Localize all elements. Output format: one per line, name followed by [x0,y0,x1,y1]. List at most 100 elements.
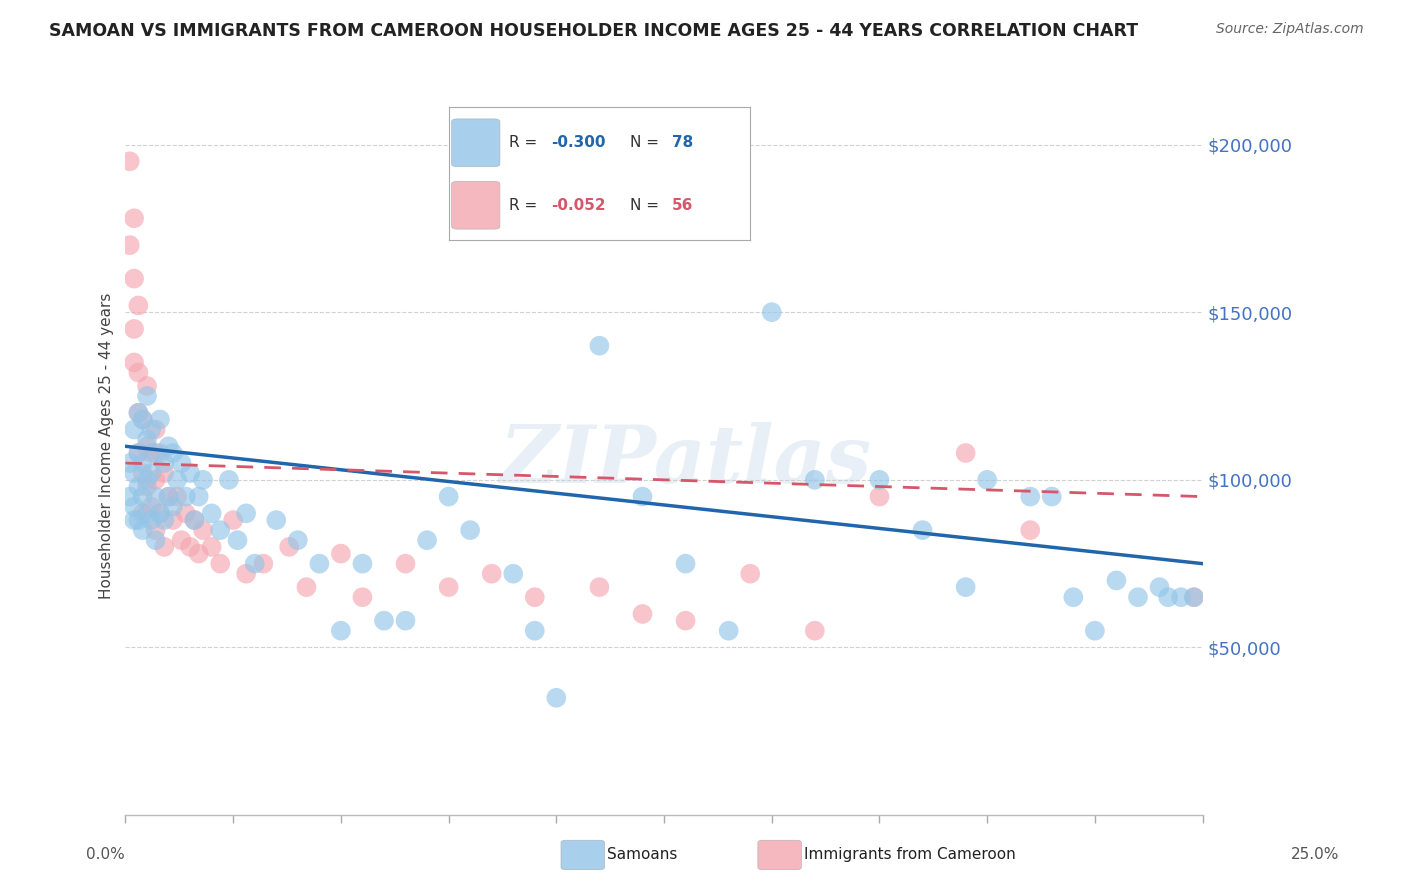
Point [1182,590,1205,604]
Point [174,507,197,521]
Point [502,566,524,581]
Y-axis label: Householder Income Ages 25 - 44 years: Householder Income Ages 25 - 44 years [100,293,114,599]
Point [1149,580,1171,594]
Point [122,322,145,336]
Point [136,379,159,393]
Point [869,473,891,487]
Point [226,533,249,548]
Point [162,446,184,460]
Point [523,590,546,604]
Point [136,389,159,403]
Point [127,446,149,460]
Point [118,238,141,252]
Point [127,406,149,420]
Point [252,557,274,571]
Point [1019,490,1042,504]
Point [141,513,163,527]
Point [122,211,145,226]
Point [122,355,145,369]
Point [187,490,209,504]
Point [329,547,352,561]
Point [136,473,159,487]
Point [1019,523,1042,537]
Point [145,446,167,460]
Point [416,533,439,548]
Point [157,490,180,504]
Point [458,523,481,537]
Point [145,473,167,487]
Point [209,557,232,571]
Point [976,473,998,487]
Point [127,406,149,420]
Point [955,580,977,594]
Point [141,500,163,514]
Point [174,490,197,504]
Point [675,614,697,628]
Text: ZIPatlas: ZIPatlas [499,422,872,500]
Point [308,557,330,571]
Point [118,456,141,470]
Point [122,513,145,527]
Point [127,366,149,380]
Point [869,490,891,504]
Point [1126,590,1149,604]
Point [1182,590,1205,604]
Point [1170,590,1192,604]
Point [145,533,167,548]
Point [131,466,153,480]
Point [675,557,697,571]
Point [1157,590,1180,604]
Point [235,507,257,521]
Point [179,466,201,480]
Point [804,473,827,487]
Point [136,439,159,453]
Point [145,490,167,504]
Point [157,439,180,453]
Text: Samoans: Samoans [607,847,678,862]
Point [264,513,287,527]
Point [955,446,977,460]
Point [162,513,184,527]
Point [131,456,153,470]
Point [804,624,827,638]
Point [127,513,149,527]
Text: SAMOAN VS IMMIGRANTS FROM CAMEROON HOUSEHOLDER INCOME AGES 25 - 44 YEARS CORRELA: SAMOAN VS IMMIGRANTS FROM CAMEROON HOUSE… [49,22,1139,40]
Point [394,614,416,628]
Point [149,507,172,521]
Point [118,490,141,504]
Point [740,566,762,581]
Point [523,624,546,638]
Text: 25.0%: 25.0% [1291,847,1339,862]
Point [131,412,153,426]
Point [131,507,153,521]
Point [153,540,176,554]
Point [235,566,257,581]
Point [183,513,205,527]
Point [145,523,167,537]
Point [631,490,654,504]
Point [122,500,145,514]
Point [170,456,193,470]
Point [149,446,172,460]
Point [141,423,163,437]
Point [136,507,159,521]
Point [141,446,163,460]
Point [153,466,176,480]
Point [153,513,176,527]
Point [179,540,201,554]
Point [191,523,214,537]
Point [1040,490,1063,504]
Point [166,473,188,487]
Text: Immigrants from Cameroon: Immigrants from Cameroon [804,847,1017,862]
Point [287,533,309,548]
Point [187,547,209,561]
Text: Source: ZipAtlas.com: Source: ZipAtlas.com [1216,22,1364,37]
Point [352,557,374,571]
Point [588,339,610,353]
Point [295,580,318,594]
Point [373,614,395,628]
Point [131,490,153,504]
Point [122,423,145,437]
Point [218,473,240,487]
Point [122,271,145,285]
